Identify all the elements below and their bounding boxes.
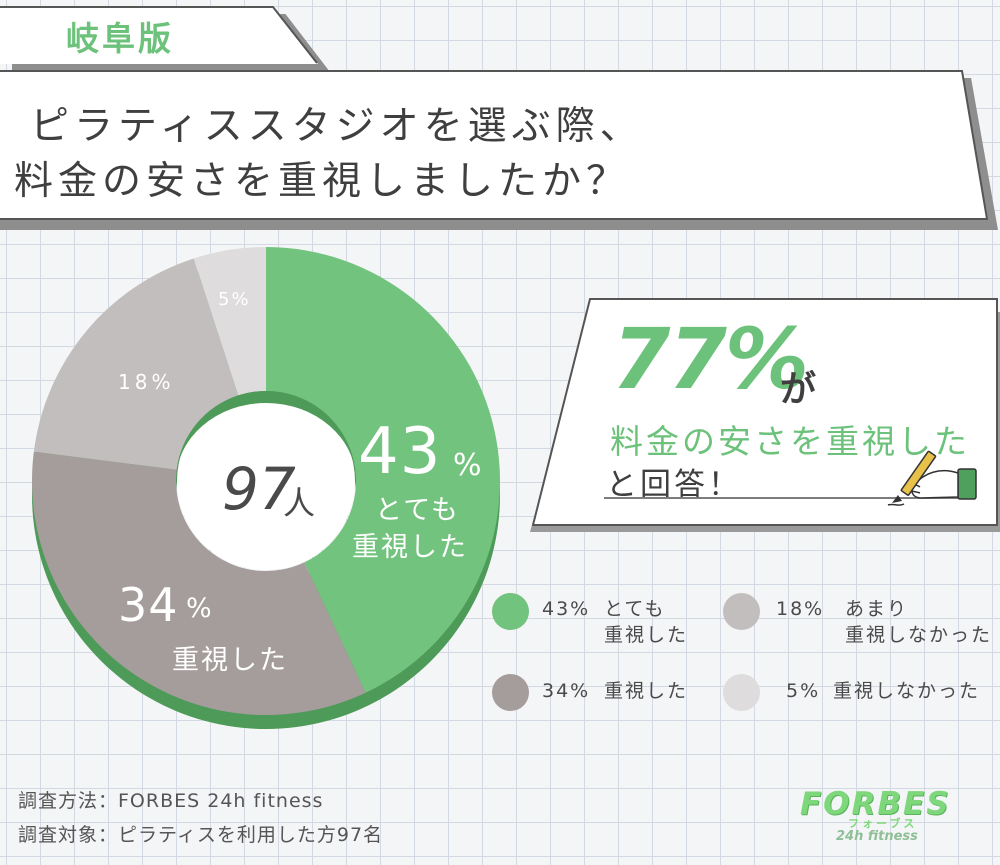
slice-label-43-percent: %: [453, 448, 482, 483]
slice-label-43-number: 43: [358, 415, 442, 489]
region-tab-outline: [0, 6, 318, 64]
legend-label-5: 重視しなかった: [833, 680, 981, 702]
question-banner-outline: [0, 70, 988, 220]
region-tab: [0, 6, 318, 64]
donut-slice-5: [193, 247, 266, 396]
legend-value-43: 43%: [542, 598, 591, 620]
donut-hole: [177, 392, 355, 570]
region-label: 岐阜版: [66, 19, 174, 58]
forbes-logo-tagline: 24h fitness: [836, 829, 918, 844]
survey-target: 調査対象：ピラティスを利用した方97名: [18, 824, 384, 846]
hand-writing-pencil-icon: [887, 450, 977, 506]
legend-value-5: 5%: [786, 680, 821, 702]
legend-label-43-line2: 重視した: [604, 624, 689, 646]
question-banner: [0, 70, 988, 220]
legend-swatch-43: [492, 593, 529, 630]
legend-swatch-34: [492, 674, 529, 711]
callout-line-2: 料金の安さを重視した: [610, 422, 970, 461]
callout-suffix: が: [780, 369, 817, 410]
donut-slice-18: [33, 258, 239, 470]
slice-label-34-line1: 重視した: [172, 645, 288, 676]
donut-slice-43: [266, 247, 501, 693]
slice-label-34-percent: %: [186, 593, 212, 624]
legend-label-34: 重視した: [604, 680, 689, 702]
question-line-2: 料金の安さを重視しましたか？: [14, 159, 631, 204]
legend-swatch-18: [723, 593, 760, 630]
slice-label-5: 5%: [218, 289, 251, 310]
respondent-count: 97: [222, 455, 296, 523]
respondent-unit: 人: [283, 484, 316, 522]
legend-label-43-line1: とても: [604, 598, 666, 620]
donut-chart: [31, 247, 501, 729]
legend-value-34: 34%: [542, 680, 591, 702]
survey-method: 調査方法：FORBES 24h fitness: [18, 790, 324, 812]
legend-label-18-line2: 重視しなかった: [845, 624, 993, 646]
slice-label-18: 18%: [118, 370, 175, 394]
callout-big-number: 77%: [612, 310, 809, 408]
question-line-1: ピラティススタジオを選ぶ際、: [30, 104, 644, 149]
slice-label-34-number: 34: [118, 578, 179, 632]
donut-slice-34: [31, 451, 366, 715]
legend-swatch-5: [723, 674, 760, 711]
legend-value-18: 18%: [776, 598, 825, 620]
slice-label-43-line1: とても: [375, 495, 460, 526]
callout-underline: [604, 497, 962, 499]
legend-label-18-line1: あまり: [845, 598, 909, 620]
forbes-logo: FORBES: [800, 786, 951, 822]
slice-label-43-line2: 重視した: [352, 532, 468, 563]
callout-outline: [532, 298, 998, 526]
forbes-logo-katakana: フォーブス: [848, 817, 918, 830]
